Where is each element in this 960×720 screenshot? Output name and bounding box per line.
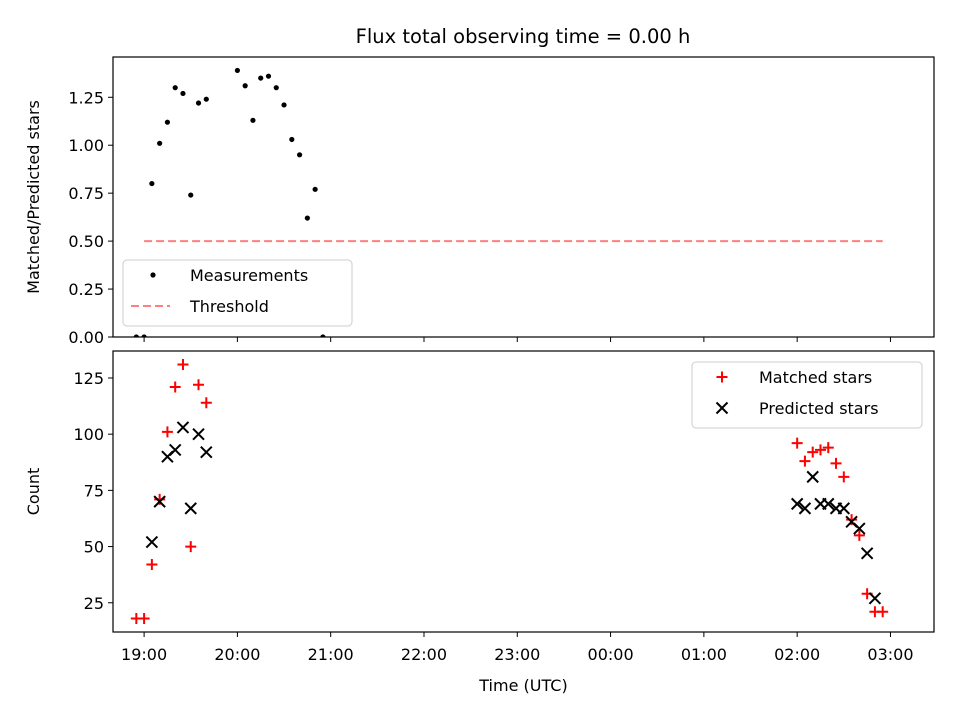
x-tick-label: 00:00 [588,645,634,664]
measurement-point [141,334,147,337]
y-tick-label: 0.25 [68,280,104,299]
x-tick-label: 01:00 [681,645,727,664]
chart-title: Flux total observing time = 0.00 h [356,25,691,48]
matched-star-point [185,541,197,553]
matched-star-point [822,442,834,454]
matched-star-point [146,559,158,571]
measurement-point [149,180,155,187]
predicted-star-point [860,547,874,560]
matched-star-point [807,446,819,458]
x-tick-label: 03:00 [867,645,913,664]
measurement-point [289,136,295,143]
measurement-point [242,83,248,89]
measurement-point [133,334,139,337]
measurement-point [188,192,194,198]
matched-star-point [838,471,850,483]
predicted-star-point [200,445,213,459]
predicted-star-point [153,495,166,508]
legend-label: Predicted stars [759,399,879,418]
matched-star-point [846,514,858,526]
measurement-point [164,119,171,125]
measurement-point [234,67,240,74]
measurement-point [296,152,303,158]
x-tick-label: 21:00 [308,645,354,664]
y-tick-label: 50 [84,538,104,557]
predicted-star-point [868,592,882,605]
measurement-point [157,140,163,146]
matched-star-point [161,426,173,438]
y-tick-label: 0.75 [68,184,104,203]
panel-bottom: 19:00 20:00 21:00 22:00 23:00 00:00 01:00 02:00… [24,350,935,695]
predicted-star-point [176,421,190,434]
matched-star-point [877,606,889,618]
y-tick-label: 1.25 [68,88,104,107]
matched-star-point [169,381,181,393]
plot-area [130,358,889,625]
legend-matched-marker [716,371,728,383]
measurement-point [258,75,264,81]
x-tick-label: 22:00 [401,645,447,664]
matched-star-point [791,437,803,449]
y-tick-label: 1.00 [68,136,104,155]
measurement-point [180,90,186,97]
x-axis-label: Time (UTC) [478,676,567,695]
x-tick-label: 19:00 [121,645,167,664]
predicted-star-point [184,502,197,515]
matched-star-point [138,613,150,625]
measurement-point [265,73,272,79]
axes-frame [112,56,935,338]
x-tick-label: 02:00 [774,645,820,664]
legend-predicted-marker [715,401,729,415]
y-tick-label: 100 [73,425,104,444]
matched-star-point [177,358,189,370]
y-tick-label: 25 [84,594,104,613]
predicted-star-point [168,443,182,457]
predicted-star-point [145,535,159,549]
measurement-point [304,215,310,221]
measurement-point [172,85,178,91]
legend-label: Measurements [190,266,308,285]
legend-box [691,361,923,429]
predicted-star-point [806,470,819,484]
predicted-star-point [853,522,866,535]
measurement-point [320,334,326,337]
measurement-point [273,85,279,91]
y-tick-label: 125 [73,369,104,388]
predicted-star-point [837,502,851,515]
legend-measurements-marker [150,272,156,278]
measurement-point [312,186,318,192]
matched-star-point [853,529,865,541]
matched-star-point [200,397,212,409]
measurement-point [203,96,209,102]
measurement-point [195,100,202,106]
legend-label: Matched stars [759,368,872,387]
y-axis-label: Count [24,468,43,516]
legend-box [122,259,353,327]
plot-area [133,67,883,337]
y-axis-label: Matched/Predicted stars [24,100,43,294]
matched-star-point [830,457,842,469]
matched-star-point [814,444,826,456]
axes-frame [112,350,935,633]
x-tick-label: 23:00 [494,645,540,664]
panel-top: 0.00 0.25 0.50 0.75 1.00 1.25 Matched/Predicte… [24,56,935,347]
matched-star-point [799,455,811,467]
y-tick-label: 0.00 [68,328,104,347]
predicted-star-point [798,502,812,515]
predicted-star-point [822,497,835,511]
y-tick-label: 0.50 [68,232,104,251]
measurement-point [281,102,287,108]
matched-star-point [154,493,166,505]
predicted-star-point [790,497,804,511]
predicted-star-point [192,427,205,441]
x-tick-label: 20:00 [214,645,260,664]
matched-star-point [193,379,205,391]
legend-label: Threshold [189,297,269,316]
y-tick-label: 75 [84,481,104,500]
measurement-point [250,117,256,123]
